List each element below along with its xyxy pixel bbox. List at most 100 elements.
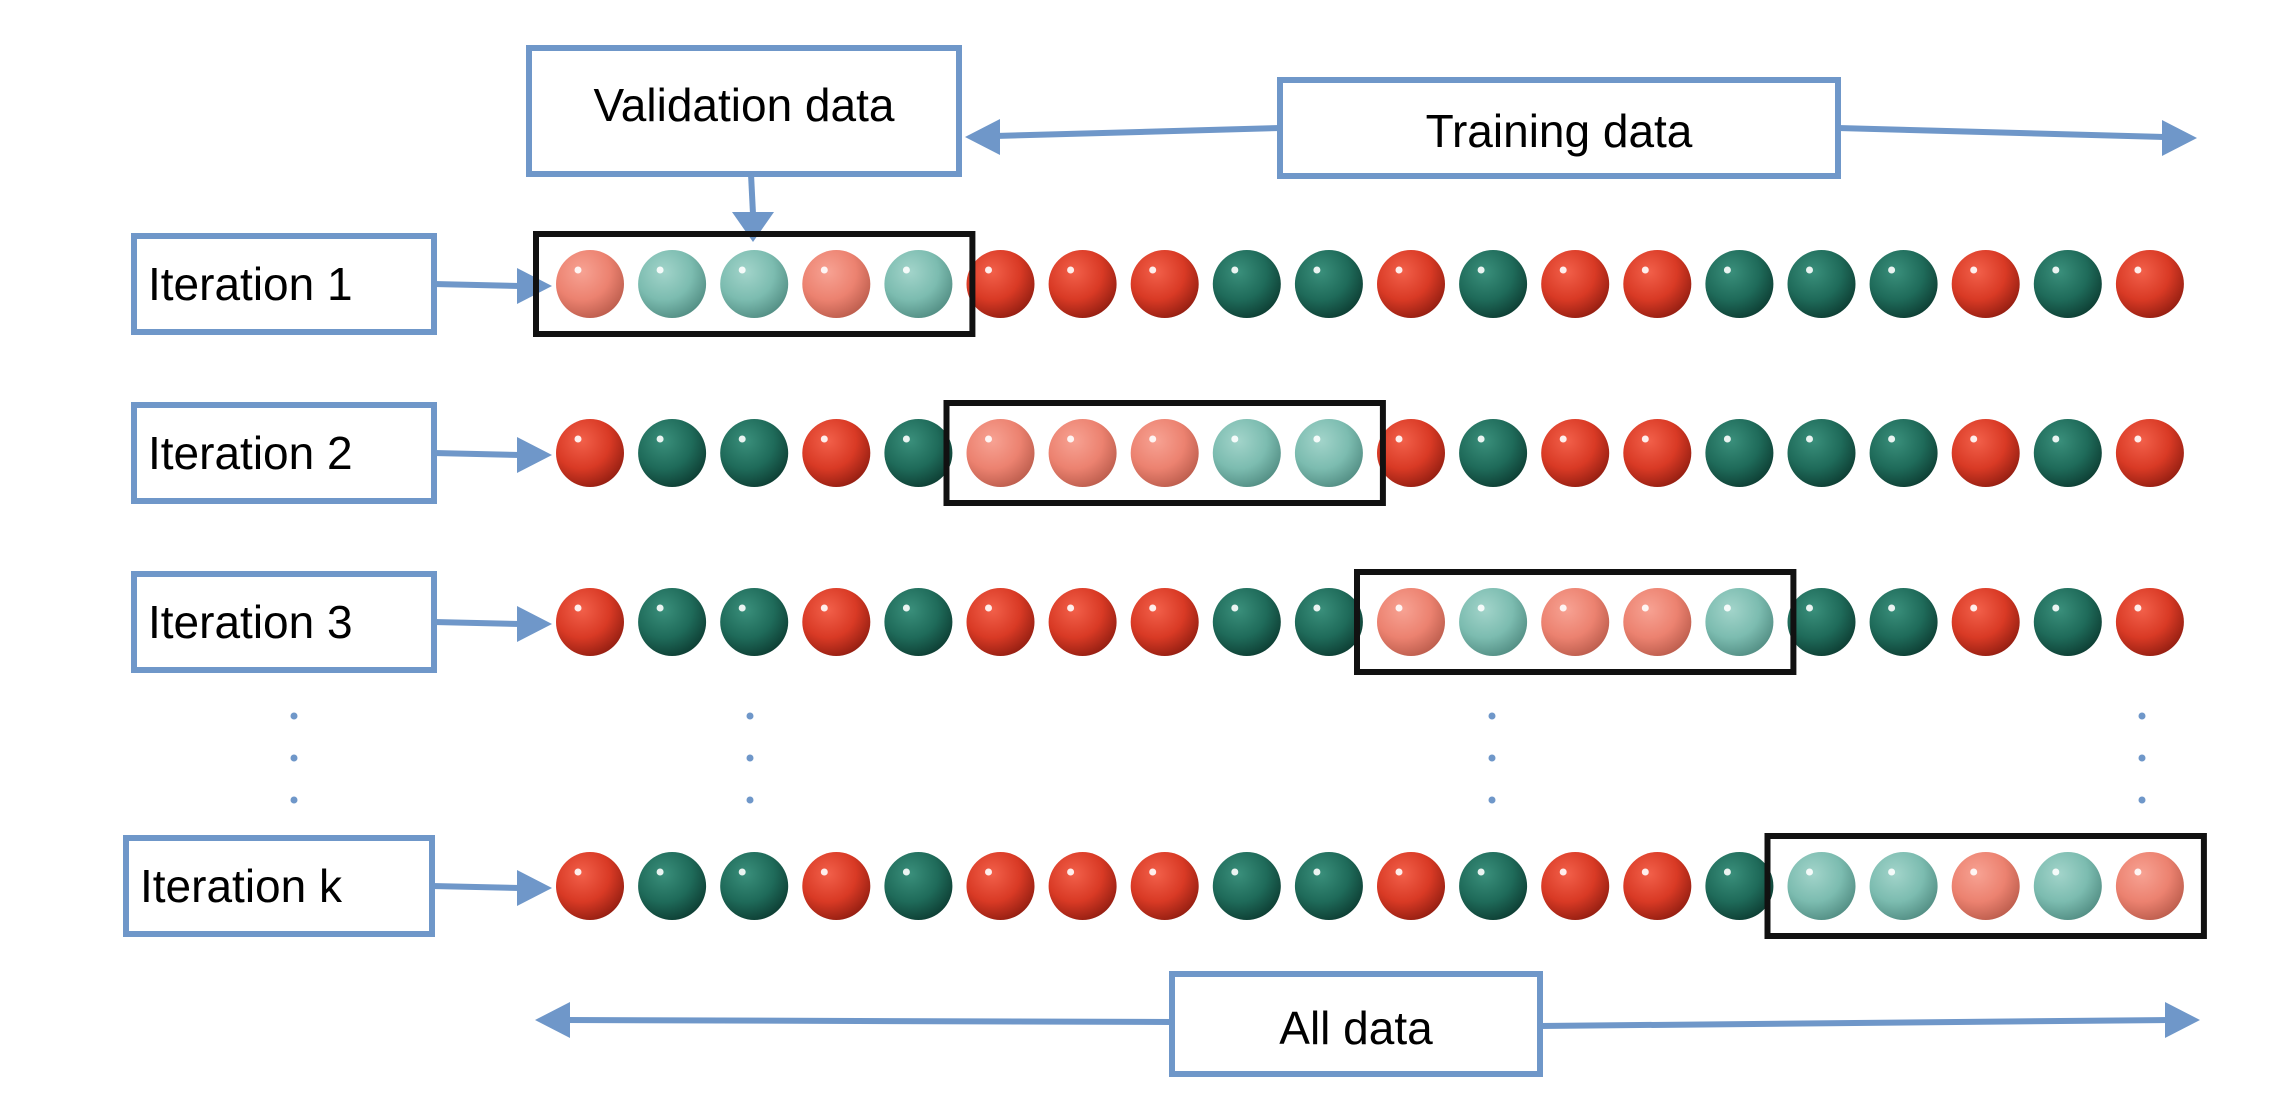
red-sample [1048,588,1117,656]
sample-highlight [738,868,746,876]
iteration-label-box [131,402,437,504]
sample-ball [1869,588,1938,656]
sample-highlight [1559,435,1567,443]
sample-ball [1951,250,2020,318]
green-sample [720,588,789,656]
sample-highlight [1231,266,1239,274]
sample-ball [1951,419,2020,487]
sample-ball [884,588,953,656]
sample-ball [1130,588,1199,656]
sample-ball [1459,250,1528,318]
sample-ball [1212,852,1281,920]
iteration-arrowhead [517,437,552,473]
sample-ball [1869,852,1938,920]
ellipsis-dot [290,712,298,720]
sample-highlight [1559,266,1567,274]
sample-ball [2033,852,2102,920]
red-sample [1951,250,2020,318]
sample-ball [1294,419,1363,487]
red-sample [556,419,624,487]
ellipsis-dot [746,754,754,762]
green-sample [884,588,953,656]
sample-ball [1294,852,1363,920]
sample-ball [720,250,789,318]
green-sample [1705,419,1774,487]
red-sample [556,588,624,656]
sample-highlight [820,435,828,443]
iteration-row: Iteration 2 [131,400,2184,506]
sample-highlight [1477,868,1485,876]
all-data-left-arrowhead [535,1002,570,1038]
training-right-arrow-line [1837,125,2166,140]
sample-ball [966,852,1035,920]
validation-red-sample [2115,852,2184,920]
sample-highlight [1067,604,1075,612]
sample-ball [556,588,624,656]
iteration-arrow-line [433,281,521,289]
red-sample [802,852,871,920]
validation-red-sample [556,250,624,318]
sample-ball [966,250,1035,318]
sample-highlight [656,266,664,274]
sample-highlight [820,604,828,612]
sample-ball [884,852,953,920]
sample-ball [802,852,871,920]
sample-ball [1705,588,1774,656]
sample-highlight [1888,266,1896,274]
validation-fold-frame [943,400,1386,506]
sample-highlight [656,868,664,876]
green-sample [1787,250,1856,318]
sample-highlight [1723,266,1731,274]
green-sample [1294,588,1363,656]
sample-highlight [1231,868,1239,876]
ellipsis-dot [2138,712,2146,720]
training-data-label: Training data [1426,105,1693,157]
sample-ball [1212,250,1281,318]
iteration-label: Iteration 1 [148,258,353,310]
sample-ball [1787,419,1856,487]
sample-highlight [1806,435,1813,443]
iteration-row: Iteration 3 [131,569,2184,675]
iteration-arrowhead [517,870,552,906]
validation-red-sample [1048,419,1117,487]
sample-highlight [2134,266,2142,274]
sample-ball [966,588,1035,656]
sample-ball [2115,588,2184,656]
ellipsis-dot [746,712,754,720]
sample-highlight [2134,604,2142,612]
iteration-label: Iteration 2 [148,427,353,479]
validation-green-sample [720,250,789,318]
red-sample [2115,419,2184,487]
green-sample [1787,588,1856,656]
sample-ball [720,419,789,487]
ellipsis-dot [2138,754,2146,762]
sample-ball [638,588,707,656]
all-data-callout: All data [535,971,2200,1077]
red-sample [966,250,1035,318]
ellipsis-dot [290,796,298,804]
sample-ball [556,250,624,318]
green-sample [2033,419,2102,487]
sample-ball [802,588,871,656]
sample-ball [1623,852,1692,920]
sample-ball [1048,250,1117,318]
sample-highlight [656,435,664,443]
ellipsis-dot [1488,712,1496,720]
validation-fold-frame [533,231,976,337]
green-sample [1869,419,1938,487]
red-sample [1130,250,1199,318]
all-data-box [1169,971,1543,1077]
sample-ball [1705,419,1774,487]
sample-ball [1130,250,1199,318]
validation-green-sample [1705,588,1774,656]
sample-highlight [1149,604,1157,612]
sample-highlight [1723,435,1731,443]
validation-green-sample [884,250,953,318]
sample-highlight [1641,604,1649,612]
sample-highlight [1067,266,1075,274]
green-sample [1294,852,1363,920]
sample-highlight [2052,266,2060,274]
training-data-callout: Training data [965,77,2197,179]
sample-highlight [1806,604,1813,612]
red-sample [966,852,1035,920]
